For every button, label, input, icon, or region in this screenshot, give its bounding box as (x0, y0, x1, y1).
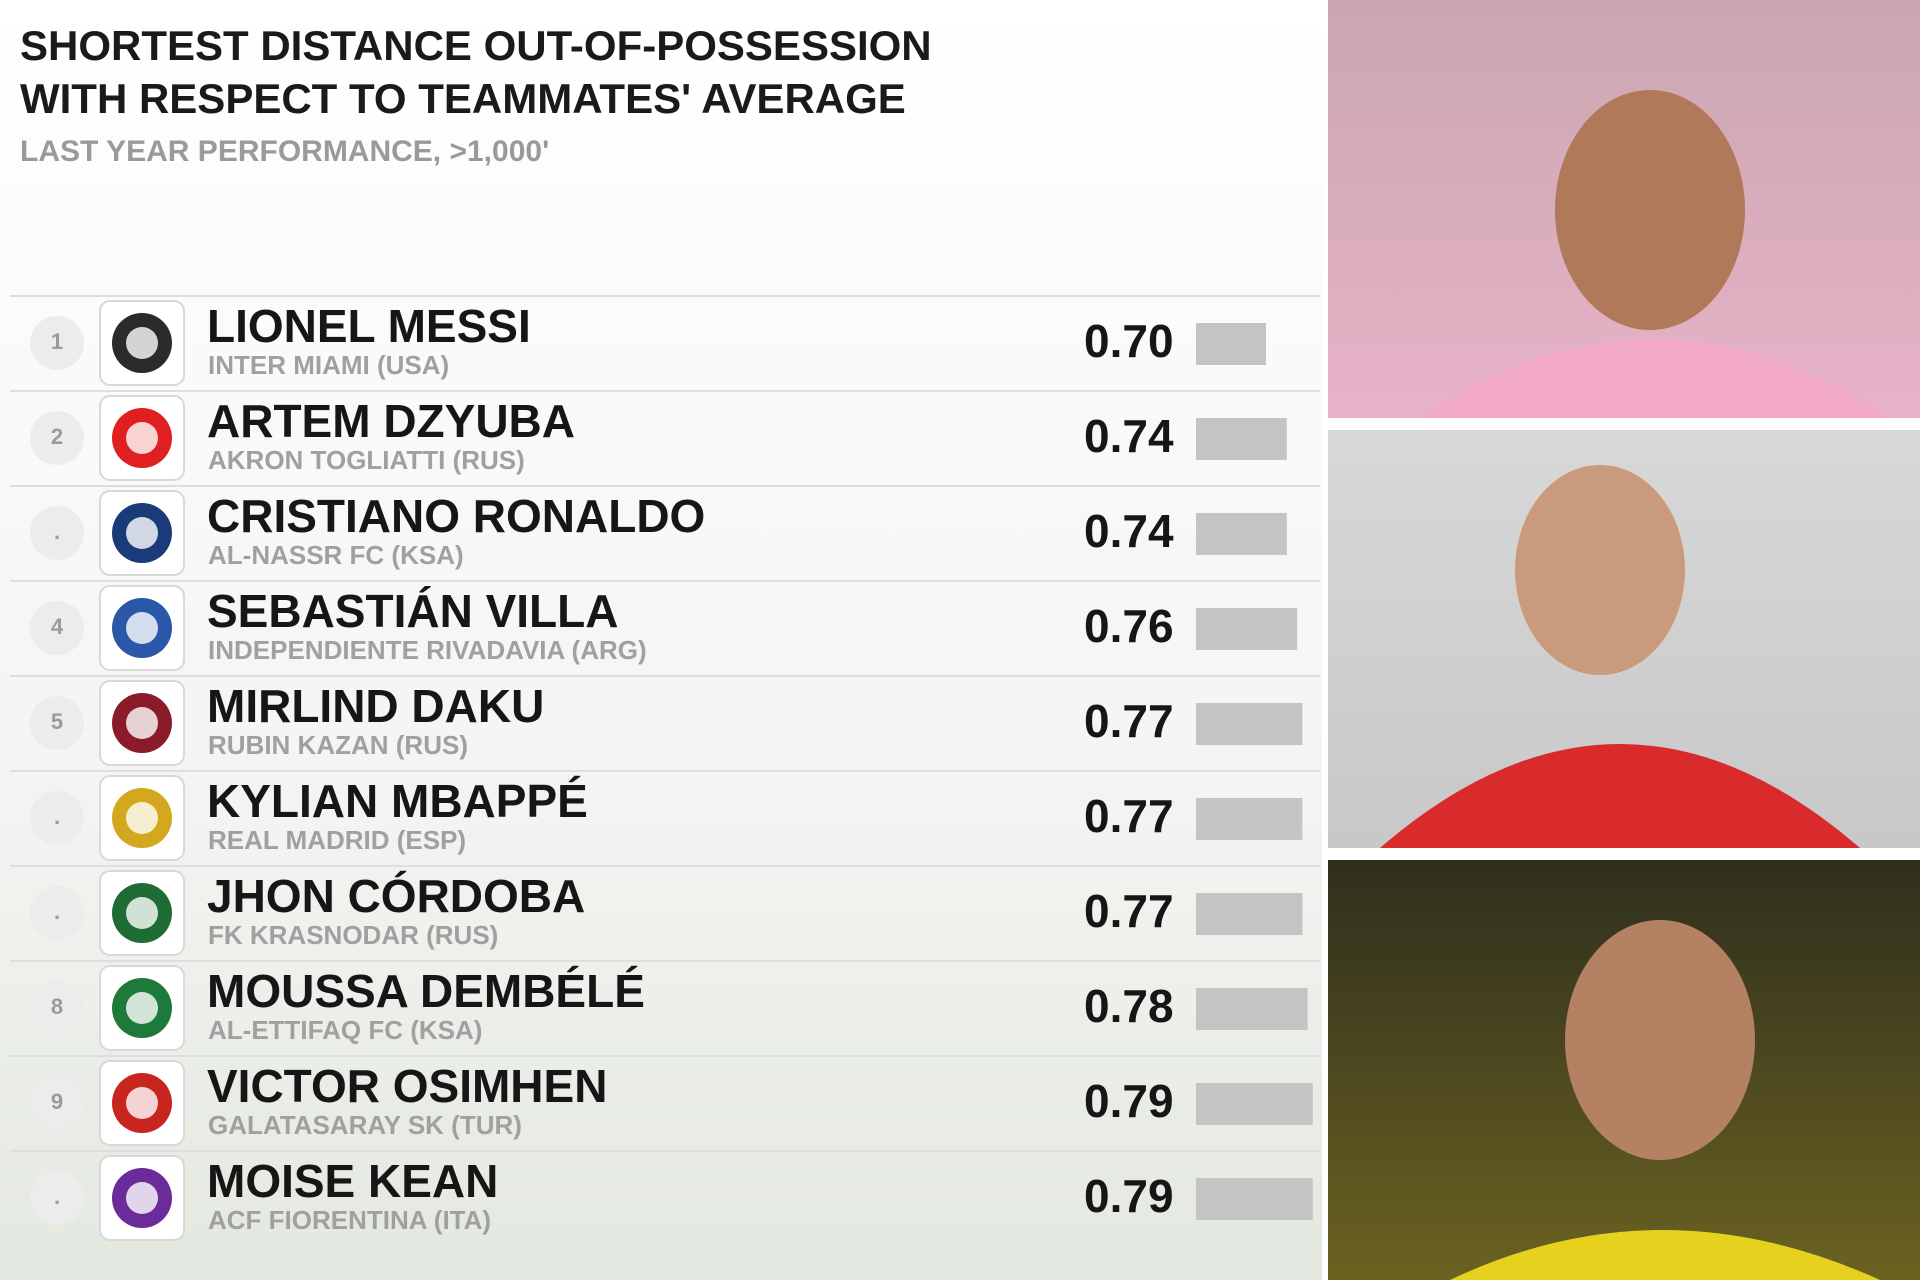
team-logo (126, 327, 158, 359)
team-logo (126, 992, 158, 1024)
photo-figure (1555, 90, 1745, 330)
value-label: 0.79 (1084, 1075, 1174, 1127)
team-logo (126, 707, 158, 739)
team-name: REAL MADRID (ESP) (208, 825, 466, 855)
rank: . (54, 899, 60, 924)
team-logo (126, 897, 158, 929)
value-label: 0.77 (1084, 885, 1174, 937)
team-logo (126, 1087, 158, 1119)
photo-figure (1450, 1230, 1880, 1280)
team-name: AL-ETTIFAQ FC (KSA) (208, 1015, 482, 1045)
value-label: 0.74 (1084, 505, 1174, 557)
rank: 8 (51, 994, 63, 1019)
bar (1196, 703, 1303, 745)
bar (1196, 418, 1287, 460)
team-logo (126, 802, 158, 834)
player-name: MOISE KEAN (207, 1155, 498, 1207)
chart-title: SHORTEST DISTANCE OUT-OF-POSSESSION (20, 22, 932, 69)
player-name: MOUSSA DEMBÉLÉ (207, 965, 645, 1017)
bar (1196, 1083, 1313, 1125)
photo-figure (1380, 744, 1860, 848)
value-label: 0.74 (1084, 410, 1174, 462)
team-name: AL-NASSR FC (KSA) (208, 540, 464, 570)
bar (1196, 1178, 1313, 1220)
rank-badge (30, 791, 84, 845)
team-name: RUBIN KAZAN (RUS) (208, 730, 468, 760)
rank-badge (30, 316, 84, 370)
value-label: 0.77 (1084, 790, 1174, 842)
rank: 9 (51, 1089, 63, 1114)
rank: 5 (51, 709, 63, 734)
bar (1196, 608, 1298, 650)
value-label: 0.79 (1084, 1170, 1174, 1222)
panel (0, 0, 1322, 1280)
rank: . (54, 519, 60, 544)
photo-figure (1565, 920, 1755, 1160)
value-label: 0.76 (1084, 600, 1174, 652)
team-logo (126, 422, 158, 454)
bar (1196, 893, 1303, 935)
rank-badge (30, 696, 84, 750)
team-name: ACF FIORENTINA (ITA) (208, 1205, 491, 1235)
rank: 2 (51, 424, 63, 449)
value-label: 0.70 (1084, 315, 1174, 367)
chart-title: WITH RESPECT TO TEAMMATES' AVERAGE (20, 75, 906, 122)
rank-badge (30, 1076, 84, 1130)
player-name: VICTOR OSIMHEN (207, 1060, 607, 1112)
player-name: KYLIAN MBAPPÉ (207, 775, 588, 827)
photos (1328, 0, 1920, 1280)
rank-badge (30, 981, 84, 1035)
player-name: SEBASTIÁN VILLA (207, 585, 618, 637)
bar (1196, 513, 1287, 555)
team-logo (126, 612, 158, 644)
team-name: AKRON TOGLIATTI (RUS) (208, 445, 525, 475)
bar (1196, 323, 1266, 365)
photo-figure (1420, 339, 1890, 418)
bar (1196, 798, 1303, 840)
player-name: LIONEL MESSI (207, 300, 531, 352)
rank-badge (30, 411, 84, 465)
rank-badge (30, 1171, 84, 1225)
player-name: MIRLIND DAKU (207, 680, 544, 732)
rank: . (54, 1184, 60, 1209)
team-name: INTER MIAMI (USA) (208, 350, 449, 380)
chart-subtitle: LAST YEAR PERFORMANCE, >1,000' (20, 135, 549, 168)
player-name: JHON CÓRDOBA (207, 870, 585, 922)
team-name: GALATASARAY SK (TUR) (208, 1110, 522, 1140)
team-name: FK KRASNODAR (RUS) (208, 920, 498, 950)
rank-badge (30, 506, 84, 560)
rank: . (54, 804, 60, 829)
value-label: 0.78 (1084, 980, 1174, 1032)
value-label: 0.77 (1084, 695, 1174, 747)
team-logo (126, 517, 158, 549)
team-name: INDEPENDIENTE RIVADAVIA (ARG) (208, 635, 647, 665)
rank-badge (30, 601, 84, 655)
bar (1196, 988, 1308, 1030)
rank: 4 (51, 614, 64, 639)
rank: 1 (51, 329, 63, 354)
player-name: CRISTIANO RONALDO (207, 490, 705, 542)
team-logo (126, 1182, 158, 1214)
photo-figure (1515, 465, 1685, 675)
rank-badge (30, 886, 84, 940)
player-name: ARTEM DZYUBA (207, 395, 575, 447)
